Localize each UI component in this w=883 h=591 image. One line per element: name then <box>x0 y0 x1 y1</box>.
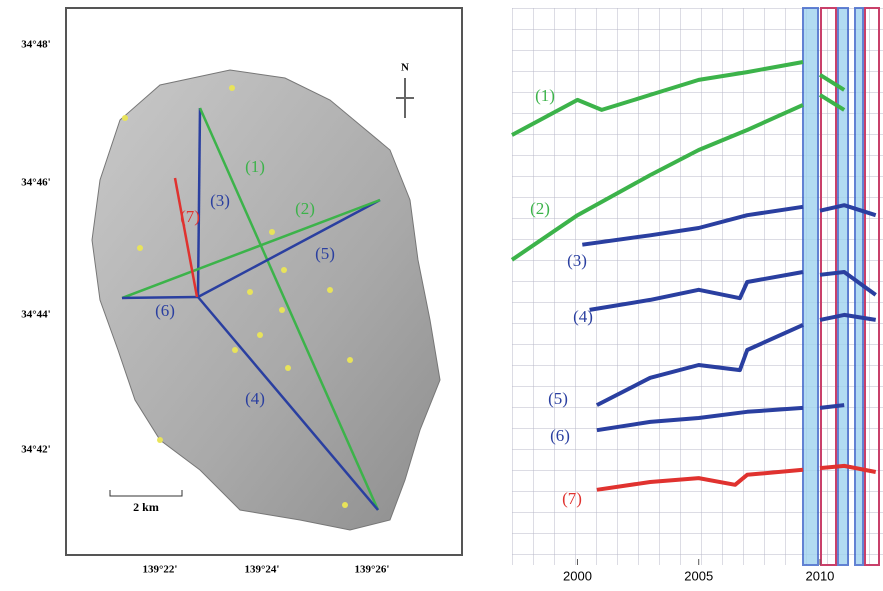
series-label: (6) <box>550 426 570 445</box>
map-line-label: (1) <box>245 157 265 176</box>
map-line-label: (7) <box>180 207 200 226</box>
x-tick-label: 2000 <box>563 568 592 583</box>
map-line-label: (3) <box>210 191 230 210</box>
x-tick-label: 2010 <box>805 568 834 583</box>
map-line-label: (5) <box>315 244 335 263</box>
period-band <box>838 8 848 565</box>
chart-panel <box>512 8 883 565</box>
series-label: (4) <box>573 307 593 326</box>
map-line-label: (4) <box>245 389 265 408</box>
period-band <box>803 8 818 565</box>
series-label: (5) <box>548 389 568 408</box>
series-label: (2) <box>530 199 550 218</box>
x-tick-label: 2005 <box>684 568 713 583</box>
figure: N 2 km 34°48' 34°46' 34°44' 34°42' 139°22' 13… <box>0 0 883 586</box>
lat-label: 34°46' <box>21 177 50 189</box>
lat-label: 34°48' <box>21 39 50 51</box>
grid-background <box>512 8 883 565</box>
north-label: N <box>401 62 409 74</box>
map-line-label: (2) <box>295 199 315 218</box>
lon-label: 139°24' <box>245 564 280 576</box>
series-label: (1) <box>535 86 555 105</box>
scale-label: 2 km <box>133 500 159 514</box>
series-label: (7) <box>562 489 582 508</box>
lon-label: 139°22' <box>143 564 178 576</box>
series-label: (3) <box>567 251 587 270</box>
map-line-label: (6) <box>155 301 175 320</box>
lat-label: 34°44' <box>21 309 50 321</box>
lat-label: 34°42' <box>21 444 50 456</box>
map-panel: N 2 km <box>66 8 462 555</box>
lon-label: 139°26' <box>355 564 390 576</box>
